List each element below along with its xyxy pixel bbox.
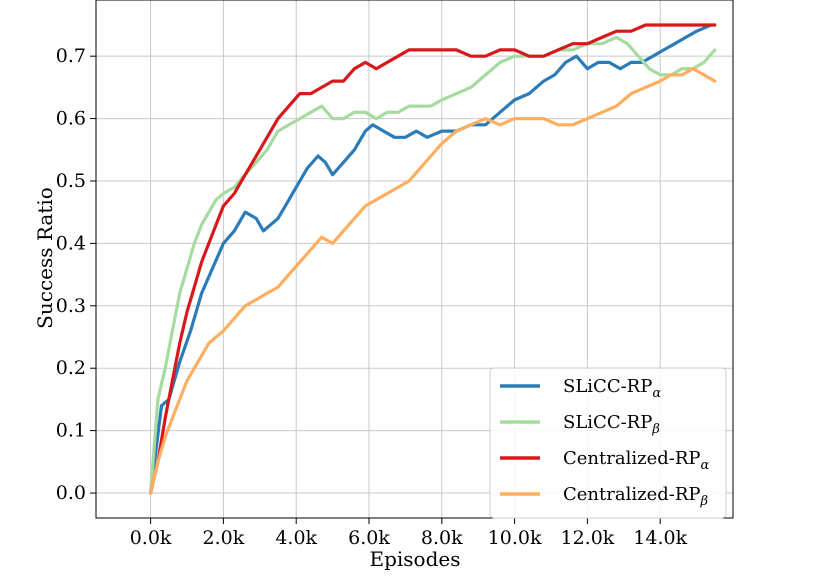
grid-lines bbox=[96, 0, 733, 518]
x-tick-label: 8.0k bbox=[421, 527, 463, 549]
y-tick-label: 0.2 bbox=[56, 357, 86, 379]
y-tick-label: 0.3 bbox=[56, 295, 86, 317]
x-tick-label: 6.0k bbox=[348, 527, 390, 549]
legend-label: Centralized-RPβ bbox=[563, 484, 708, 509]
legend[interactable]: SLiCC-RPα SLiCC-RPβ Centralized-RPα Central… bbox=[489, 367, 727, 519]
x-tick-label: 14.0k bbox=[633, 527, 687, 549]
x-axis-title: Episodes bbox=[369, 547, 460, 571]
series-line-4 bbox=[149, 67, 717, 495]
legend-label: Centralized-RPα bbox=[563, 448, 710, 473]
y-axis-title: Success Ratio bbox=[33, 187, 57, 329]
legend-label: SLiCC-RPβ bbox=[563, 412, 660, 437]
plot-frame bbox=[95, 0, 734, 519]
series-line-2 bbox=[149, 35, 717, 495]
y-tick-label: 0.6 bbox=[56, 108, 86, 130]
x-tick-label: 12.0k bbox=[560, 527, 614, 549]
x-tick-label: 10.0k bbox=[488, 527, 542, 549]
series-lines bbox=[149, 23, 717, 495]
y-tick-label: 0.1 bbox=[56, 420, 86, 442]
legend-box bbox=[489, 367, 727, 519]
y-tick-label: 0.0 bbox=[56, 482, 86, 504]
series-line-1 bbox=[149, 23, 713, 495]
x-tick-label: 2.0k bbox=[203, 527, 245, 549]
x-tick-label: 4.0k bbox=[275, 527, 317, 549]
legend-label: SLiCC-RPα bbox=[563, 376, 661, 401]
axis-ticks: 0.0k 2.0k 4.0k 6.0k 8.0k 10.0k 12.0k 14.0k 0.0 0.… bbox=[56, 45, 688, 549]
y-tick-label: 0.7 bbox=[56, 45, 86, 67]
series-line-3 bbox=[149, 23, 717, 495]
y-tick-label: 0.5 bbox=[56, 170, 86, 192]
y-tick-label: 0.4 bbox=[56, 232, 86, 254]
x-tick-label: 0.0k bbox=[130, 527, 172, 549]
